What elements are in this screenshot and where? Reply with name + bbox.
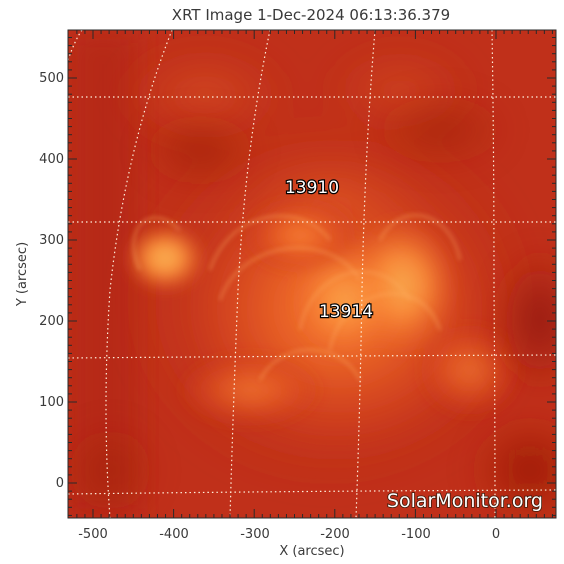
region-label-13910: 13910: [285, 178, 339, 198]
region-label-13914: 13914: [319, 302, 373, 322]
x-tick-label: -500: [78, 527, 108, 542]
y-tick-label: 200: [39, 314, 64, 329]
x-tick-label: 0: [492, 527, 500, 542]
longitude-line-1: [68, 30, 83, 61]
y-tick-label: 400: [39, 152, 64, 167]
plot-frame: [67, 29, 557, 519]
y-tick-label: 500: [39, 71, 64, 86]
axis-ticks: [68, 30, 556, 518]
y-axis-label: Y (arcsec): [15, 242, 30, 307]
coordinate-grid: [68, 30, 556, 518]
x-tick-label: -200: [320, 527, 350, 542]
x-tick-label: -400: [159, 527, 189, 542]
x-axis-label: X (arcsec): [279, 544, 344, 559]
dark-regions: [68, 90, 556, 518]
y-tick-label: 100: [39, 395, 64, 410]
longitude-line-3: [229, 30, 271, 518]
x-tick-label: -100: [401, 527, 431, 542]
y-tick-label: 0: [56, 476, 64, 491]
y-tick-label: 300: [39, 233, 64, 248]
coronal-loops: [132, 213, 462, 381]
x-tick-label: -300: [240, 527, 270, 542]
image-title: XRT Image 1-Dec-2024 06:13:36.379: [172, 6, 450, 24]
solarmonitor-watermark: SolarMonitor.org: [387, 490, 543, 512]
solar-image: [68, 30, 556, 518]
active-regions: [123, 195, 525, 430]
